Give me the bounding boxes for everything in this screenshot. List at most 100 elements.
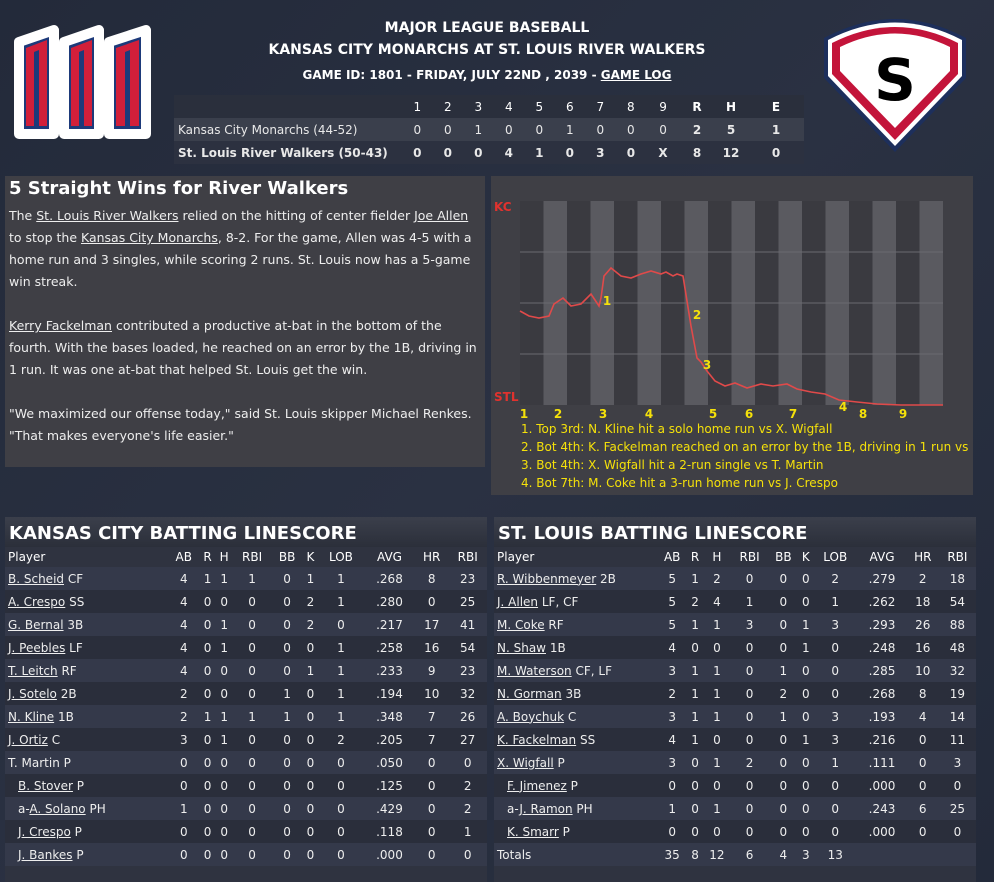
player-name-link[interactable]: M. Waterson <box>497 663 572 678</box>
player-name-link[interactable]: J. Bankes <box>18 847 73 862</box>
player-name-link[interactable]: J. Allen <box>497 594 539 609</box>
stat-cell: 1 <box>271 682 303 705</box>
stat-cell: 0 <box>168 820 200 843</box>
stat-cell: 0 <box>232 590 272 613</box>
player-name-link[interactable]: T. Martin <box>8 755 60 770</box>
player-name-link[interactable]: T. Leitch <box>8 663 58 678</box>
stat-cell: 1 <box>318 636 364 659</box>
away-team-name: Kansas City Monarchs (44-52) <box>174 118 402 141</box>
stat-cell: 1 <box>702 682 732 705</box>
player-name-link[interactable]: K. Fackelman <box>497 732 577 747</box>
stat-cell: 1 <box>318 705 364 728</box>
player-name-link[interactable]: N. Gorman <box>497 686 562 701</box>
game-log-link[interactable]: GAME LOG <box>600 68 672 82</box>
stat-cell: 4 <box>168 567 200 590</box>
stat-cell: 0 <box>702 820 732 843</box>
stl-batting-title: ST. LOUIS BATTING LINESCORE <box>494 517 976 547</box>
stat-cell: 2 <box>768 682 799 705</box>
stat-cell: 19 <box>938 682 976 705</box>
player-link-kerry-fackelman[interactable]: Kerry Fackelman <box>9 318 112 333</box>
stat-cell: 3 <box>168 728 200 751</box>
player-name-link[interactable]: A. Solano <box>29 801 86 816</box>
team-link-kc[interactable]: Kansas City Monarchs <box>80 230 218 245</box>
stat-cell: 1 <box>702 751 732 774</box>
column-header: H <box>219 550 229 564</box>
stat-cell: 1 <box>687 705 703 728</box>
stat-cell: 0 <box>731 774 769 797</box>
stat-cell: 0 <box>813 682 858 705</box>
player-name-link[interactable]: A. Crespo <box>8 594 66 609</box>
stat-cell: .243 <box>857 797 907 820</box>
stat-cell: 0 <box>906 728 939 751</box>
stat-cell: 4 <box>702 590 732 613</box>
kc-batting-panel: KANSAS CITY BATTING LINESCORE Player AB R H… <box>5 517 487 882</box>
inning-score: 0 <box>524 118 555 141</box>
stat-cell: 0 <box>657 820 688 843</box>
player-name-link[interactable]: N. Shaw <box>497 640 546 655</box>
stat-cell: 0 <box>415 843 449 866</box>
column-header: H <box>712 550 722 564</box>
stat-cell: 0 <box>215 797 233 820</box>
player-name-link[interactable]: B. Stover <box>18 778 73 793</box>
player-cell: J. Crespo P <box>5 820 168 843</box>
home-team-row: St. Louis River Walkers (50-43) 0 0 0 4 … <box>174 141 804 164</box>
player-name-link[interactable]: J. Ortiz <box>8 732 48 747</box>
stat-cell: 1 <box>199 567 216 590</box>
stat-cell: 0 <box>415 751 449 774</box>
stat-cell: 0 <box>318 843 364 866</box>
stat-cell: 5 <box>657 567 688 590</box>
stat-cell: 0 <box>318 820 364 843</box>
stat-cell: 0 <box>168 751 200 774</box>
stat-cell: 0 <box>657 774 688 797</box>
player-row: J. Ortiz C 3 0 1 0 0 0 2.205 7 27 <box>5 728 487 751</box>
player-name-link[interactable]: B. Scheid <box>8 571 65 586</box>
stat-cell: 0 <box>938 774 976 797</box>
player-name-link[interactable]: M. Coke <box>497 617 545 632</box>
stat-cell: 0 <box>232 682 272 705</box>
inning-score: 0 <box>493 118 525 141</box>
player-name-link[interactable]: J. Crespo <box>18 824 71 839</box>
inning-score: 1 <box>463 118 494 141</box>
player-name-link[interactable]: N. Kline <box>8 709 55 724</box>
stl-batting-table: Player AB R H RBI BB K LOB AVG HR RBI R. Wibbenmey… <box>494 547 976 866</box>
player-cell: J. Ortiz C <box>5 728 168 751</box>
stat-cell: 0 <box>199 590 216 613</box>
player-name-link[interactable]: J. Sotelo <box>8 686 57 701</box>
inning-tick-label: 8 <box>859 407 867 421</box>
stat-cell: 1 <box>768 659 799 682</box>
player-name-link[interactable]: J. Peebles <box>8 640 66 655</box>
player-name-link[interactable]: F. Jimenez <box>507 778 567 793</box>
player-position: P <box>558 824 570 839</box>
stat-cell: .050 <box>363 751 416 774</box>
stat-cell: 1 <box>731 590 769 613</box>
stat-cell: 1 <box>215 728 233 751</box>
team-link-stl[interactable]: St. Louis River Walkers <box>36 208 179 223</box>
player-name-link[interactable]: A. Boychuk <box>497 709 565 724</box>
home-runs: 8 <box>680 141 714 164</box>
player-link-joe-allen[interactable]: Joe Allen <box>414 208 469 223</box>
stat-cell: 0 <box>302 728 318 751</box>
stat-cell: 10 <box>906 659 939 682</box>
stat-cell: 0 <box>768 774 799 797</box>
player-name-link[interactable]: J. Ramon <box>519 801 573 816</box>
stat-cell: 4 <box>168 659 200 682</box>
stat-cell: 0 <box>302 820 318 843</box>
stat-cell: 1 <box>318 682 364 705</box>
player-row: X. Wigfall P 3 0 1 2 0 0 1.111 0 3 <box>494 751 976 774</box>
stat-cell: .268 <box>857 682 907 705</box>
player-name-link[interactable]: R. Wibbenmeyer <box>497 571 597 586</box>
stat-cell: .248 <box>857 636 907 659</box>
player-cell: N. Kline 1B <box>5 705 168 728</box>
stat-cell: 25 <box>448 590 487 613</box>
text: , 8-2. For the game, Allen was 4-5 with … <box>9 230 472 289</box>
stat-cell: 0 <box>702 636 732 659</box>
player-name-link[interactable]: K. Smarr <box>507 824 559 839</box>
stat-cell: 0 <box>768 751 799 774</box>
stat-cell: 1 <box>168 797 200 820</box>
player-name-link[interactable]: X. Wigfall <box>497 755 554 770</box>
player-name-link[interactable]: G. Bernal <box>8 617 64 632</box>
stat-cell: 0 <box>232 659 272 682</box>
stat-cell: 0 <box>199 843 216 866</box>
stat-cell <box>906 843 939 866</box>
stat-cell: 0 <box>448 843 487 866</box>
